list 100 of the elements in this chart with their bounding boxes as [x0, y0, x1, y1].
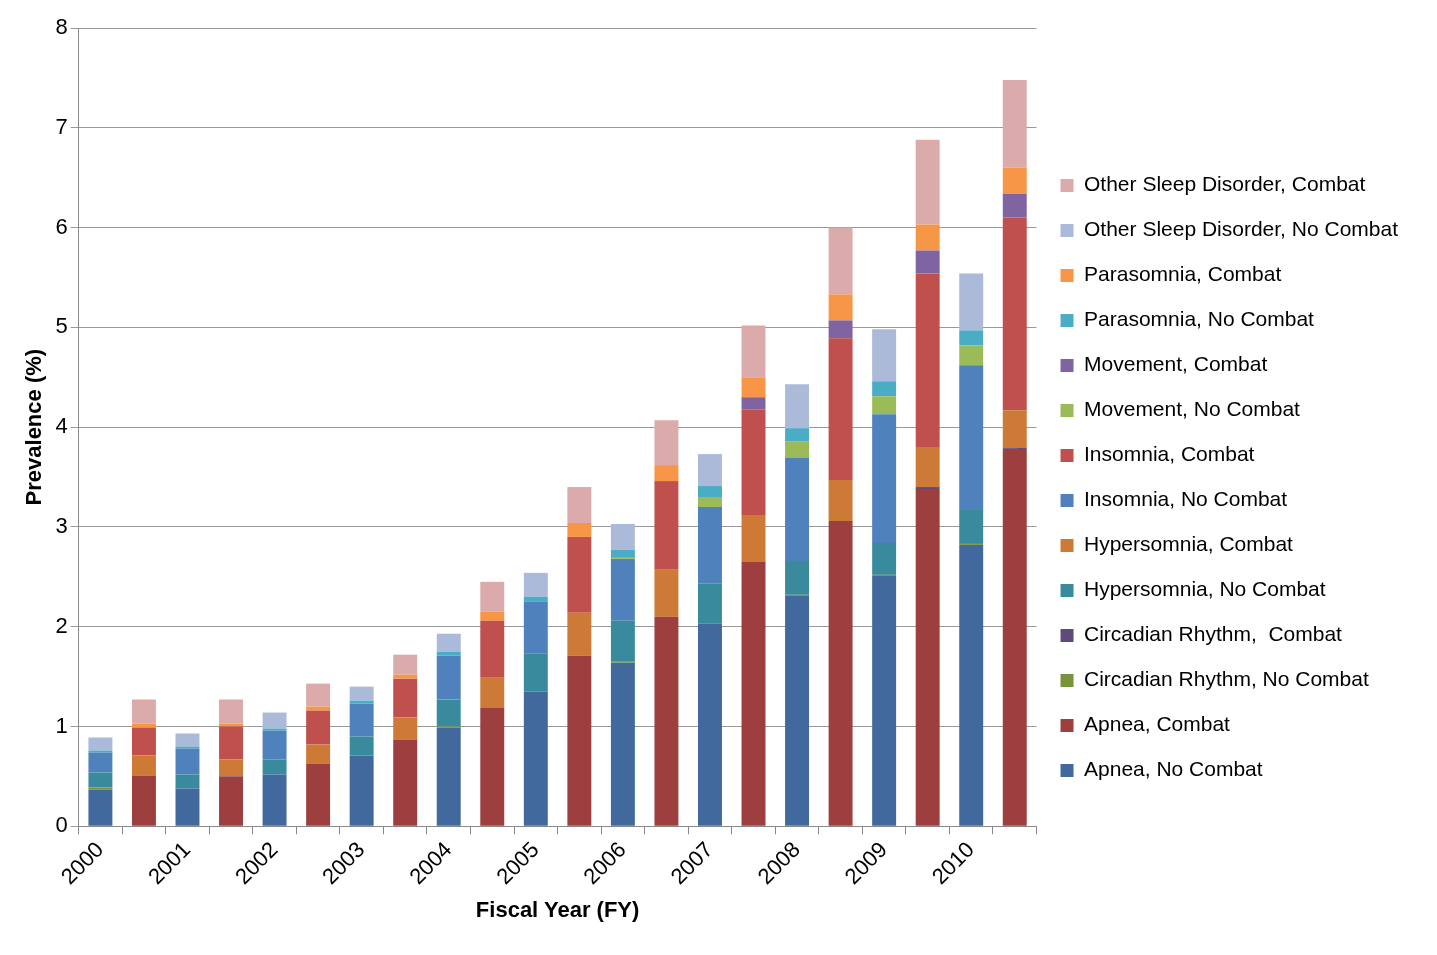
bar [262, 728, 287, 731]
bar [915, 489, 940, 826]
bar [872, 542, 897, 575]
bar [219, 776, 243, 826]
bar [436, 655, 461, 700]
bar [872, 381, 897, 397]
legend-label: Circadian Rhythm, Combat [1084, 622, 1343, 646]
bar [306, 683, 331, 707]
bar [741, 325, 766, 378]
bar [741, 409, 766, 515]
bar [872, 414, 897, 543]
bar [610, 558, 635, 621]
bar [915, 447, 940, 488]
y-tick-label: 2 [55, 612, 68, 638]
bar [567, 536, 592, 613]
bar [828, 227, 853, 295]
bar [785, 428, 810, 442]
bar [610, 620, 635, 662]
bar [610, 662, 635, 826]
bar [480, 707, 505, 826]
bar [567, 522, 592, 537]
legend-label: Circadian Rhythm, No Combat [1084, 667, 1369, 691]
bar [88, 772, 113, 788]
y-tick-label: 7 [55, 113, 68, 139]
bar [175, 748, 200, 775]
bar [88, 737, 113, 751]
bar [698, 507, 722, 584]
legend-label: Apnea, No Combat [1084, 757, 1263, 781]
bar [741, 397, 766, 410]
bar [262, 774, 287, 826]
bar [480, 677, 505, 708]
bar [828, 480, 853, 521]
bar [828, 320, 853, 339]
legend-label: Insomnia, Combat [1084, 442, 1255, 466]
bar [262, 759, 287, 775]
bar [872, 329, 897, 382]
bar [698, 454, 722, 487]
bar [828, 338, 853, 481]
bar [306, 706, 331, 711]
bar [393, 678, 418, 718]
bar [219, 726, 243, 760]
bar [349, 755, 374, 826]
legend-label: Other Sleep Disorder, Combat [1084, 172, 1366, 196]
legend-label: Movement, Combat [1084, 352, 1268, 376]
bar [131, 727, 156, 756]
bar [480, 581, 505, 612]
legend-label: Other Sleep Disorder, No Combat [1084, 217, 1399, 241]
bar [349, 686, 374, 701]
bar [1002, 167, 1027, 194]
bar [306, 710, 331, 745]
bar [436, 651, 461, 656]
y-tick-label: 5 [55, 313, 68, 339]
bar [610, 549, 635, 558]
bar [567, 612, 592, 656]
bar [654, 482, 679, 570]
bar [349, 700, 374, 704]
bar [828, 521, 853, 826]
y-tick-label: 0 [55, 812, 68, 838]
bar [654, 420, 679, 466]
y-tick-label: 8 [55, 14, 68, 40]
y-tick-label: 6 [55, 213, 68, 239]
bar [785, 595, 810, 826]
bar [523, 691, 548, 826]
bar [1002, 217, 1027, 411]
bar [523, 601, 548, 654]
bar [698, 497, 722, 507]
bar [523, 572, 548, 597]
bar [393, 674, 418, 679]
bar [480, 611, 505, 621]
bar [610, 523, 635, 550]
legend-label: Parasomnia, Combat [1084, 262, 1282, 286]
bar [306, 744, 331, 764]
bar [1002, 410, 1027, 449]
bar [698, 583, 722, 624]
legend-label: Apnea, Combat [1084, 712, 1231, 736]
bar [306, 763, 331, 826]
bar [219, 759, 243, 776]
bar [741, 561, 766, 826]
bar [523, 596, 548, 602]
bar [959, 345, 984, 366]
bar [393, 654, 418, 675]
bar [349, 736, 374, 756]
bar [131, 755, 156, 776]
bar [262, 712, 287, 729]
bar [872, 396, 897, 415]
bar [698, 623, 722, 826]
bar [1002, 79, 1027, 168]
bar [88, 789, 113, 826]
bar [654, 465, 679, 482]
bar [1002, 449, 1027, 826]
bar [219, 723, 243, 727]
bar [959, 544, 984, 826]
bar [698, 486, 722, 498]
bar [785, 441, 810, 459]
bar [785, 560, 810, 595]
bar [959, 330, 984, 346]
legend-label: Hypersomnia, Combat [1084, 532, 1294, 556]
bar [175, 746, 200, 749]
bar [175, 774, 200, 789]
bar [131, 699, 156, 724]
